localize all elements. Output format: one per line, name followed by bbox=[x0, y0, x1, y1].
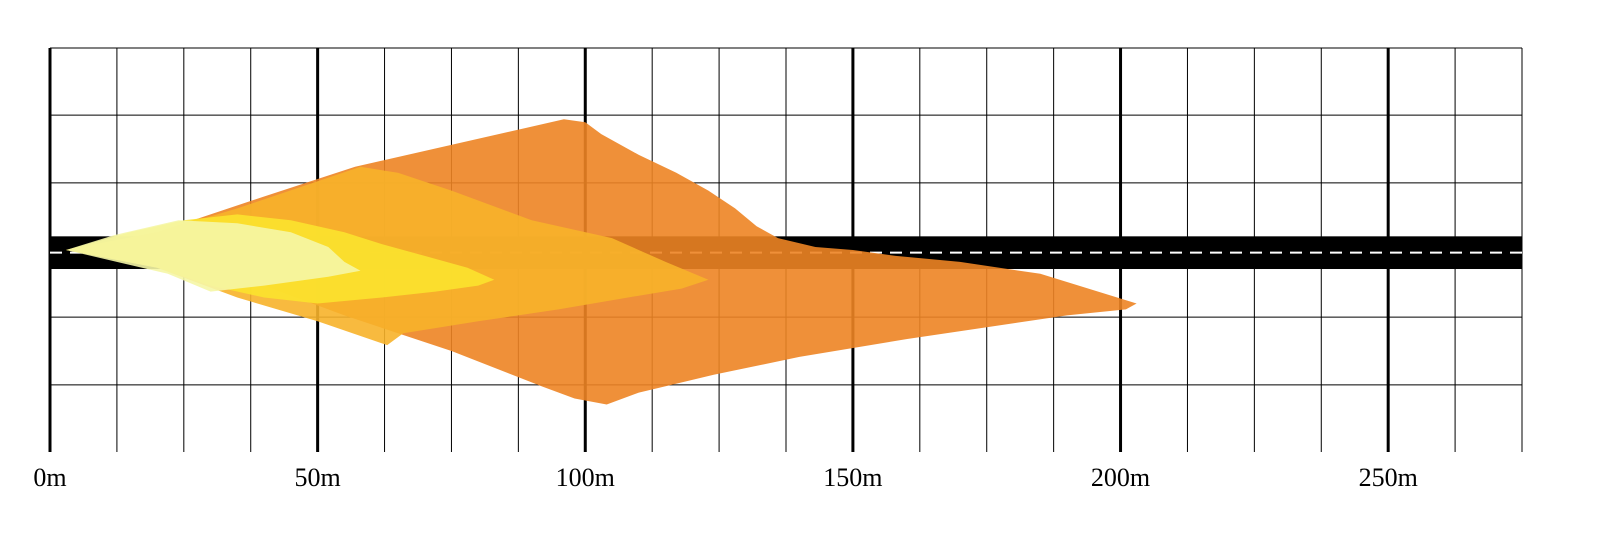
x-tick-labels: 0m 50m 100m 150m 200m 250m bbox=[33, 463, 1417, 492]
x-tick-label: 250m bbox=[1359, 463, 1418, 492]
beam-areas bbox=[66, 119, 1137, 405]
beam-area-4 bbox=[66, 220, 361, 292]
x-tick-label: 50m bbox=[295, 463, 341, 492]
x-tick-label: 200m bbox=[1091, 463, 1150, 492]
x-tick-label: 0m bbox=[33, 463, 66, 492]
x-tick-label: 150m bbox=[823, 463, 882, 492]
x-tick-label: 100m bbox=[556, 463, 615, 492]
